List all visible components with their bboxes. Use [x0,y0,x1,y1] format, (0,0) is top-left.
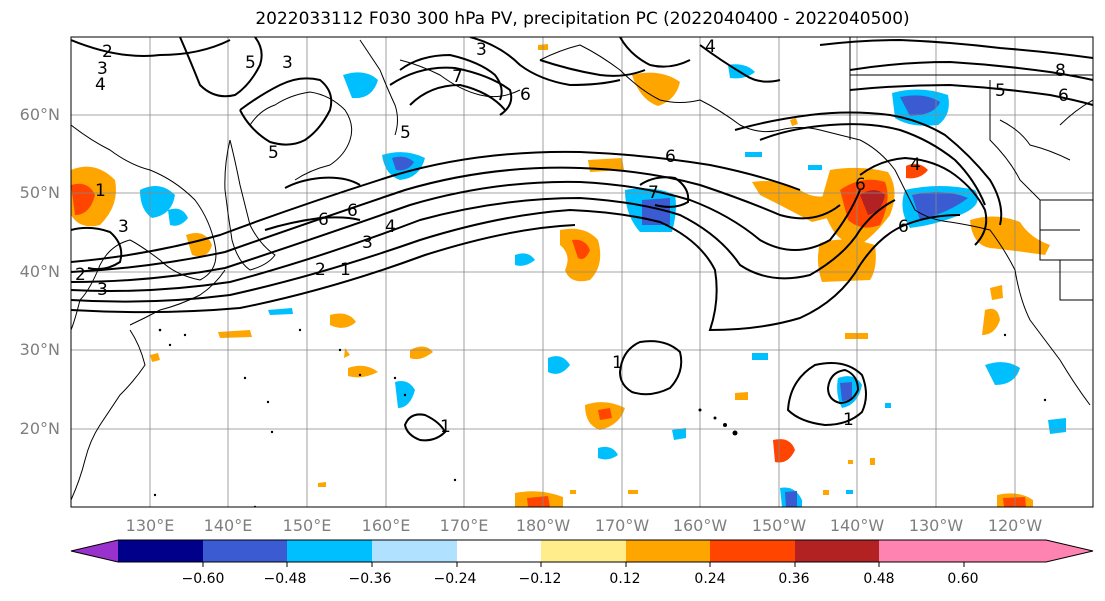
pv-contour-labels: 2 3 4 5 3 6 7 5 6 4 8 5 6 3 6 5 6 7 1 2 … [75,37,1069,437]
colorbar-cell [287,540,372,562]
coastlines [71,37,1093,501]
lon-label: 160°W [672,516,728,535]
lon-label: 170°E [439,516,489,535]
contour-label: 6 [318,210,329,230]
colorbar-cell [964,540,1046,562]
colorbar-under-triangle [71,540,118,562]
contour-label: 2 [102,42,113,62]
colorbar-tick-label: 0.60 [947,571,979,587]
colorbar-over-triangle [1046,540,1093,562]
colorbar-tick-label: −0.48 [263,571,307,587]
contour-label: 5 [995,81,1006,101]
colorbar-tick-label: 0.12 [609,571,641,587]
contour-label: 1 [843,410,854,430]
colorbar-tick-label: 0.24 [694,571,726,587]
lon-label: 130°W [908,516,964,535]
contour-label: 3 [282,53,293,73]
lat-label: 60°N [19,105,60,124]
contour-label: 3 [97,59,108,79]
lon-label: 150°W [751,516,807,535]
contour-label: 1 [440,417,451,437]
lat-label: 50°N [19,183,60,202]
colorbar-tick-label: −0.36 [348,571,392,587]
contour-label: 4 [385,217,396,237]
lon-label: 170°W [594,516,650,535]
colorbar-cell [541,540,626,562]
lon-label: 180°W [515,516,571,535]
colorbar [70,539,1094,567]
colorbar-cell [372,540,457,562]
colorbar-cell [879,540,964,562]
colorbar-tick-label: 0.48 [863,571,895,587]
contour-label: 2 [75,265,86,285]
pv-contours [71,37,1093,442]
contour-label: 6 [665,147,676,167]
colorbar-cell [203,540,287,562]
contour-label: 4 [705,37,716,57]
lon-label: 160°E [361,516,411,535]
lat-label: 20°N [19,419,60,438]
contour-label: 6 [855,175,866,195]
lat-label: 30°N [19,340,60,359]
lon-label: 150°E [282,516,332,535]
colorbar-cell [626,540,710,562]
graticule [71,37,1093,507]
contour-label: 3 [118,217,129,237]
lat-label: 40°N [19,262,60,281]
contour-label: 5 [245,53,256,73]
contour-label: 6 [1058,86,1069,106]
contour-label: 7 [648,183,659,203]
contour-label: 4 [910,155,921,175]
contour-label: 2 [315,260,326,280]
colorbar-cell [118,540,203,562]
contour-label: 7 [452,67,463,87]
contour-label: 5 [268,143,279,163]
colorbar-cell [795,540,879,562]
contour-label: 1 [612,353,623,373]
lon-label: 130°E [125,516,175,535]
colorbar-tick-label: −0.24 [433,571,477,587]
colorbar-cell [710,540,795,562]
colorbar-cell [457,540,541,562]
contour-label: 6 [520,85,531,105]
contour-label: 1 [95,181,106,201]
contour-label: 8 [1055,61,1066,81]
lon-label: 140°W [829,516,885,535]
colorbar-tick-label: 0.36 [778,571,810,587]
islands [153,328,1047,507]
figure-title: 2022033112 F030 300 hPa PV, precipitatio… [255,9,910,29]
contour-label: 3 [362,233,373,253]
contour-label: 5 [400,123,411,143]
contour-label: 3 [97,280,108,300]
contour-label: 6 [898,217,909,237]
lon-label: 120°W [987,516,1043,535]
colorbar-tick-label: −0.60 [181,571,225,587]
contour-label: 4 [95,75,106,95]
contour-label: 1 [340,260,351,280]
colorbar-tick-label: −0.12 [518,571,562,587]
contour-label: 6 [347,201,358,221]
lon-label: 140°E [203,516,253,535]
contour-label: 3 [476,40,487,60]
